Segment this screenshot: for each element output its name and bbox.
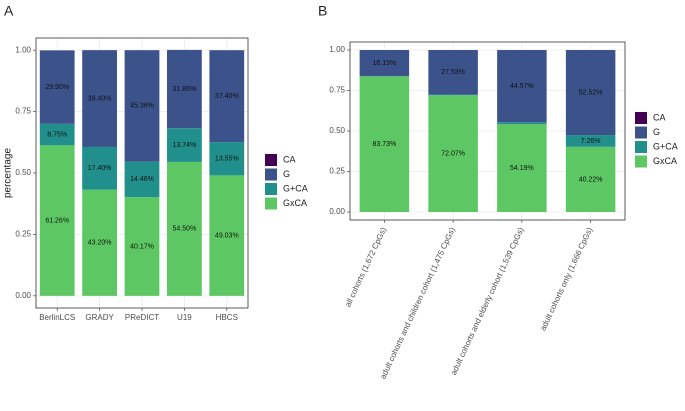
legend-label: G+CA xyxy=(283,183,308,193)
x-tick-label: HBCS xyxy=(216,313,238,322)
bar-segment xyxy=(82,50,117,147)
bar-segment xyxy=(124,197,160,296)
value-label: 7.26% xyxy=(581,138,601,145)
x-tick-label: all cohorts (1,672 CpGs) xyxy=(343,226,388,309)
legend-label: CA xyxy=(283,154,296,164)
y-tick-label: 0.25 xyxy=(329,167,345,176)
value-label: 40.17% xyxy=(130,243,154,250)
value-label: 43.20% xyxy=(88,240,112,247)
value-label: 13.55% xyxy=(215,156,239,163)
legend-label: GxCA xyxy=(283,198,307,208)
legend-swatch xyxy=(265,197,277,210)
value-label: 14.46% xyxy=(130,176,154,183)
value-label: 8.75% xyxy=(47,131,67,138)
y-axis-label: percentage xyxy=(3,148,14,198)
y-tick-label: 0.50 xyxy=(15,168,31,177)
bar-segment xyxy=(209,142,245,176)
x-tick-label: U19 xyxy=(177,313,192,322)
y-tick-label: 0.75 xyxy=(329,86,345,95)
y-tick-label: 0.00 xyxy=(15,291,31,300)
bar-segment xyxy=(124,50,160,162)
y-tick-label: 0.00 xyxy=(329,207,345,216)
value-label: 44.57% xyxy=(510,83,534,90)
bar-segment xyxy=(82,189,117,296)
bar-segment xyxy=(209,175,245,296)
bar-segment xyxy=(167,49,202,129)
plot-border xyxy=(35,37,249,309)
legend-swatch xyxy=(265,154,277,166)
value-label: 54.50% xyxy=(173,226,197,233)
bar-segment xyxy=(209,50,245,143)
bar-segment xyxy=(497,122,547,125)
value-label: 17.40% xyxy=(88,165,112,172)
value-label: 29.90% xyxy=(45,84,69,91)
bar-segment xyxy=(167,161,202,296)
value-label: 72.07% xyxy=(441,150,465,157)
bar-segment xyxy=(124,161,160,198)
bar-segment xyxy=(565,135,616,147)
bar-segment xyxy=(428,94,478,96)
bar-segment xyxy=(428,95,478,212)
value-label: 61.26% xyxy=(45,217,69,224)
bar-segment xyxy=(428,50,478,95)
x-tick-label: adult cohorts only (1,666 CpGs) xyxy=(538,226,594,332)
value-label: 39.40% xyxy=(88,95,112,102)
legend-swatch xyxy=(265,168,277,181)
bar-segment xyxy=(565,50,616,136)
legend-label: GxCA xyxy=(653,156,677,166)
legend-swatch xyxy=(635,112,647,124)
panel-label: B xyxy=(318,3,327,19)
value-label: 13.74% xyxy=(173,142,197,149)
bar-segment xyxy=(565,146,616,212)
x-tick-label: adult cohorts and elderly cohort (1,539 … xyxy=(449,226,526,377)
x-tick-label: BerlinLCS xyxy=(39,313,75,322)
x-tick-label: GRADY xyxy=(85,313,114,322)
bar-segment xyxy=(497,50,547,123)
y-tick-label: 0.75 xyxy=(15,107,31,116)
legend-label: G+CA xyxy=(653,141,678,151)
value-label: 37.40% xyxy=(215,93,239,100)
y-tick-label: 1.00 xyxy=(15,45,31,54)
legend-swatch xyxy=(635,155,647,168)
value-label: 40.22% xyxy=(579,176,603,183)
bar-segment xyxy=(39,50,75,124)
panel-label: A xyxy=(4,3,14,19)
legend-swatch xyxy=(635,141,647,153)
bar-segment xyxy=(82,146,117,190)
y-tick-label: 0.50 xyxy=(329,126,345,135)
legend-label: G xyxy=(283,169,290,179)
value-label: 49.03% xyxy=(215,232,239,239)
y-tick-label: 1.00 xyxy=(329,45,345,54)
y-tick-label: 0.25 xyxy=(15,230,31,239)
bar-segment xyxy=(359,50,410,77)
value-label: 27.53% xyxy=(441,69,465,76)
value-label: 45.36% xyxy=(130,103,154,110)
legend-swatch xyxy=(635,126,647,139)
bar-segment xyxy=(359,76,410,212)
value-label: 31.86% xyxy=(173,86,197,93)
value-label: 54.19% xyxy=(510,165,534,172)
legend-swatch xyxy=(265,183,277,195)
x-tick-label: PReDICT xyxy=(125,313,159,322)
bar-segment xyxy=(39,123,75,146)
legend-label: CA xyxy=(653,112,666,122)
bar-segment xyxy=(39,145,75,296)
legend-label: G xyxy=(653,127,660,137)
x-tick-label: adult cohorts and children cohort (1,475… xyxy=(378,226,457,381)
bar-segment xyxy=(167,128,202,162)
plot-border xyxy=(349,41,626,221)
value-label: 83.73% xyxy=(373,141,397,148)
bar-segment xyxy=(497,124,547,212)
value-label: 52.52% xyxy=(579,89,603,96)
value-label: 16.15% xyxy=(373,60,397,67)
